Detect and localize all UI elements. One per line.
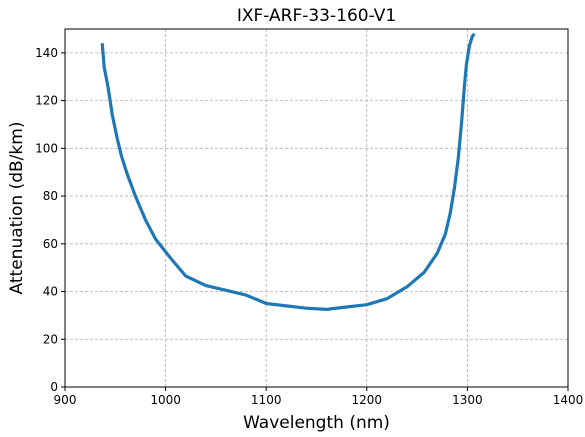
y-axis-label: Attenuation (dB/km) (7, 122, 27, 295)
plot-frame (64, 28, 569, 388)
y-tick-label: 60 (43, 237, 58, 251)
series (100, 32, 476, 311)
ticks: 900 1000 1100 1200 1300 1400 0 20 40 60 80 100 120 14… (35, 46, 583, 407)
x-tick-label: 1200 (352, 393, 383, 407)
attenuation-series-line (100, 32, 476, 311)
y-tick-label: 0 (50, 380, 58, 394)
x-tick-label: 900 (54, 393, 77, 407)
chart-title: IXF-ARF-33-160-V1 (237, 6, 396, 26)
plot-background (65, 29, 568, 387)
x-tick-label: 1000 (150, 393, 181, 407)
y-tick-label: 40 (43, 285, 58, 299)
x-tick-label: 1400 (553, 393, 584, 407)
y-tick-label: 100 (35, 141, 58, 155)
y-tick-label: 80 (43, 189, 58, 203)
x-tick-label: 1300 (452, 393, 483, 407)
y-tick-label: 140 (35, 46, 58, 60)
y-tick-label: 20 (43, 332, 58, 346)
x-tick-label: 1100 (251, 393, 282, 407)
x-axis-label: Wavelength (nm) (243, 413, 390, 433)
y-tick-label: 120 (35, 94, 58, 108)
